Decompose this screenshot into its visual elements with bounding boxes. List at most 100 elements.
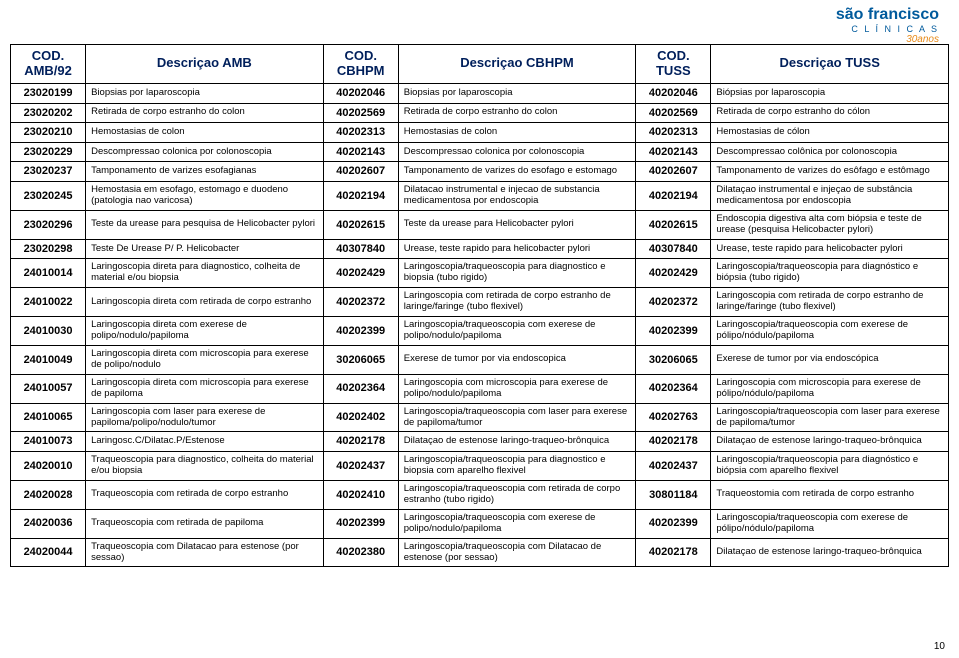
col-header: Descriçao CBHPM [398, 45, 636, 84]
desc-cell: Endoscopia digestiva alta com biópsia e … [711, 210, 949, 239]
code-cell: 40202607 [636, 162, 711, 182]
code-cell: 40202046 [323, 83, 398, 103]
code-cell: 24010022 [11, 288, 86, 317]
desc-cell: Dilataçao de estenose laringo-traqueo-br… [711, 538, 949, 567]
desc-cell: Descompressao colonica por colonoscopia [398, 142, 636, 162]
desc-cell: Descompressao colonica por colonoscopia [86, 142, 324, 162]
desc-cell: Laringoscopia/traqueoscopia com exerese … [398, 509, 636, 538]
code-cell: 23020298 [11, 239, 86, 259]
code-cell: 24010030 [11, 317, 86, 346]
desc-cell: Dilataçao de estenose laringo-traqueo-br… [711, 432, 949, 452]
desc-cell: Laringoscopia com microscopia para exere… [711, 374, 949, 403]
logo-sub: C L Í N I C A S [836, 24, 939, 34]
desc-cell: Tamponamento de varizes do esôfago e est… [711, 162, 949, 182]
code-cell: 40202429 [636, 259, 711, 288]
table-row: 24010073Laringosc.C/Dilatac.P/Estenose40… [11, 432, 949, 452]
desc-cell: Retirada de corpo estranho do cólon [711, 103, 949, 123]
code-cell: 40202313 [323, 123, 398, 143]
table-row: 23020210Hemostasias de colon40202313Hemo… [11, 123, 949, 143]
code-cell: 40307840 [636, 239, 711, 259]
code-cell: 40202194 [636, 182, 711, 211]
desc-cell: Laringoscopia direta para diagnostico, c… [86, 259, 324, 288]
code-cell: 40202615 [323, 210, 398, 239]
page-number: 10 [934, 641, 945, 652]
table-row: 23020237Tamponamento de varizes esofagia… [11, 162, 949, 182]
code-cell: 40202364 [636, 374, 711, 403]
code-cell: 24010057 [11, 374, 86, 403]
code-cell: 23020199 [11, 83, 86, 103]
desc-cell: Traqueoscopia com Dilatacao para estenos… [86, 538, 324, 567]
table-row: 24020044Traqueoscopia com Dilatacao para… [11, 538, 949, 567]
desc-cell: Laringoscopia/traqueoscopia com exerese … [398, 317, 636, 346]
code-cell: 24010065 [11, 403, 86, 432]
desc-cell: Laringoscopia direta com retirada de cor… [86, 288, 324, 317]
desc-cell: Laringoscopia/traqueoscopia com laser pa… [711, 403, 949, 432]
desc-cell: Tamponamento de varizes do esofago e est… [398, 162, 636, 182]
table-row: 23020199Biopsias por laparoscopia4020204… [11, 83, 949, 103]
desc-cell: Traqueostomia com retirada de corpo estr… [711, 480, 949, 509]
desc-cell: Laringoscopia/traqueoscopia para diagnós… [711, 259, 949, 288]
desc-cell: Laringoscopia direta com microscopia par… [86, 345, 324, 374]
desc-cell: Hemostasias de colon [86, 123, 324, 143]
table-row: 23020298Teste De Urease P/ P. Helicobact… [11, 239, 949, 259]
code-cell: 40202178 [323, 432, 398, 452]
table-row: 24020036Traqueoscopia com retirada de pa… [11, 509, 949, 538]
code-cell: 40307840 [323, 239, 398, 259]
desc-cell: Laringoscopia/traqueoscopia com exerese … [711, 317, 949, 346]
desc-cell: Dilataçao instrumental e injeçao de subs… [711, 182, 949, 211]
code-cell: 40202399 [636, 509, 711, 538]
col-header: Descriçao TUSS [711, 45, 949, 84]
desc-cell: Laringoscopia com microscopia para exere… [398, 374, 636, 403]
table-row: 23020245Hemostasia em esofago, estomago … [11, 182, 949, 211]
code-cell: 23020296 [11, 210, 86, 239]
col-header: Descriçao AMB [86, 45, 324, 84]
code-cell: 40202437 [323, 452, 398, 481]
desc-cell: Teste da urease para pesquisa de Helicob… [86, 210, 324, 239]
code-cell: 40202399 [323, 509, 398, 538]
code-cell: 23020229 [11, 142, 86, 162]
desc-cell: Biopsias por laparoscopia [86, 83, 324, 103]
code-cell: 40202143 [636, 142, 711, 162]
code-cell: 40202178 [636, 432, 711, 452]
code-cell: 24010073 [11, 432, 86, 452]
desc-cell: Laringoscopia/traqueoscopia com Dilataca… [398, 538, 636, 567]
desc-cell: Laringoscopia/traqueoscopia para diagnos… [398, 259, 636, 288]
desc-cell: Laringoscopia com laser para exerese de … [86, 403, 324, 432]
desc-cell: Exerese de tumor por via endoscópica [711, 345, 949, 374]
code-cell: 40202437 [636, 452, 711, 481]
table-row: 23020296Teste da urease para pesquisa de… [11, 210, 949, 239]
code-cell: 24010014 [11, 259, 86, 288]
col-header: COD. AMB/92 [11, 45, 86, 84]
desc-cell: Laringosc.C/Dilatac.P/Estenose [86, 432, 324, 452]
table-row: 23020202Retirada de corpo estranho do co… [11, 103, 949, 123]
code-cell: 40202763 [636, 403, 711, 432]
code-mapping-table: COD. AMB/92 Descriçao AMB COD. CBHPM Des… [10, 44, 949, 567]
table-row: 24010022Laringoscopia direta com retirad… [11, 288, 949, 317]
code-cell: 24020044 [11, 538, 86, 567]
code-cell: 24020036 [11, 509, 86, 538]
code-cell: 40202143 [323, 142, 398, 162]
desc-cell: Exerese de tumor por via endoscopica [398, 345, 636, 374]
code-cell: 40202410 [323, 480, 398, 509]
desc-cell: Traqueoscopia para diagnostico, colheita… [86, 452, 324, 481]
desc-cell: Dilataçao de estenose laringo-traqueo-br… [398, 432, 636, 452]
desc-cell: Retirada de corpo estranho do colon [86, 103, 324, 123]
code-cell: 30801184 [636, 480, 711, 509]
brand-logo: são francisco C L Í N I C A S 30anos [836, 6, 939, 45]
desc-cell: Laringoscopia direta com exerese de poli… [86, 317, 324, 346]
code-cell: 40202194 [323, 182, 398, 211]
code-cell: 23020245 [11, 182, 86, 211]
code-cell: 40202372 [323, 288, 398, 317]
code-cell: 23020237 [11, 162, 86, 182]
desc-cell: Laringoscopia com retirada de corpo estr… [711, 288, 949, 317]
code-cell: 23020210 [11, 123, 86, 143]
code-cell: 24020010 [11, 452, 86, 481]
table-row: 24010065Laringoscopia com laser para exe… [11, 403, 949, 432]
desc-cell: Traqueoscopia com retirada de corpo estr… [86, 480, 324, 509]
desc-cell: Hemostasias de colon [398, 123, 636, 143]
code-cell: 40202178 [636, 538, 711, 567]
logo-main: são francisco [836, 6, 939, 24]
code-cell: 40202380 [323, 538, 398, 567]
desc-cell: Hemostasias de cólon [711, 123, 949, 143]
code-cell: 40202046 [636, 83, 711, 103]
